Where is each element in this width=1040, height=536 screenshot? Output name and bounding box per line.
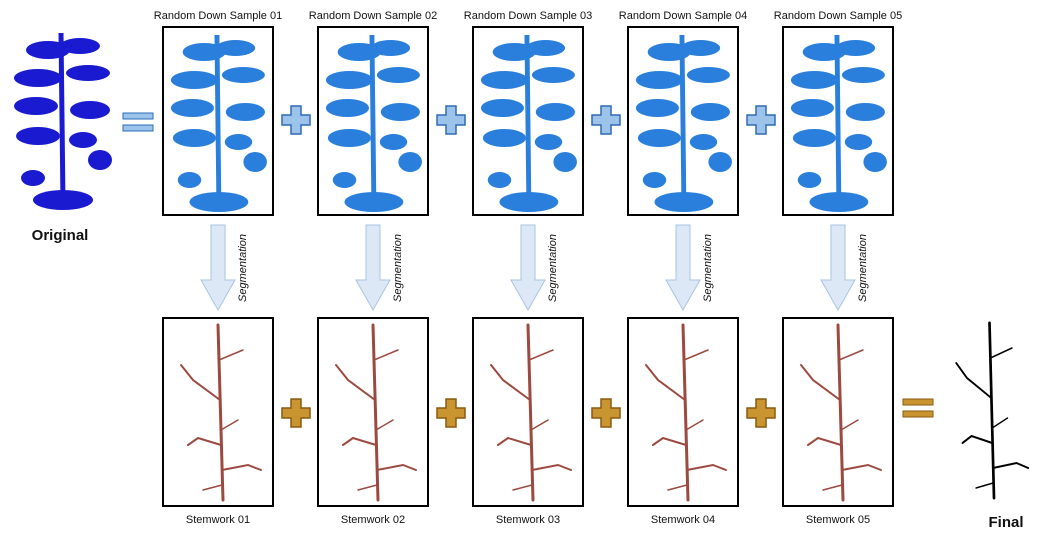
process-label: Segmentation — [392, 234, 404, 302]
down-arrow — [666, 225, 700, 310]
equals-bar — [903, 411, 933, 417]
equals-bar — [903, 399, 933, 405]
plus-sign — [282, 399, 310, 427]
sample-label: Random Down Sample 03 — [464, 10, 592, 22]
sample-label: Random Down Sample 02 — [309, 10, 437, 22]
equals-bar — [123, 125, 153, 131]
original-plant — [14, 33, 112, 210]
down-arrow — [511, 225, 545, 310]
stemwork-label: Stemwork 02 — [341, 514, 405, 526]
down-arrow — [201, 225, 235, 310]
sample-label: Random Down Sample 05 — [774, 10, 902, 22]
plus-sign — [592, 106, 620, 134]
sample-label: Random Down Sample 04 — [619, 10, 747, 22]
plus-sign — [437, 399, 465, 427]
down-arrow — [821, 225, 855, 310]
process-label: Segmentation — [857, 234, 869, 302]
stemwork-label: Stemwork 04 — [651, 514, 715, 526]
down-arrow — [356, 225, 390, 310]
final-plant — [956, 323, 1028, 498]
plus-sign — [282, 106, 310, 134]
stemwork-label: Stemwork 01 — [186, 514, 250, 526]
stemwork-label: Stemwork 05 — [806, 514, 870, 526]
stemwork-label: Stemwork 03 — [496, 514, 560, 526]
pipeline-diagram: Original Final Random Down Sample 01 Segmen… — [0, 0, 1040, 536]
process-label: Segmentation — [547, 234, 559, 302]
plus-sign — [592, 399, 620, 427]
equals-bar — [123, 113, 153, 119]
plus-sign — [747, 399, 775, 427]
final-label: Final — [988, 514, 1023, 531]
original-label: Original — [32, 227, 89, 244]
sample-label: Random Down Sample 01 — [154, 10, 282, 22]
plus-sign — [747, 106, 775, 134]
process-label: Segmentation — [237, 234, 249, 302]
process-label: Segmentation — [702, 234, 714, 302]
plus-sign — [437, 106, 465, 134]
